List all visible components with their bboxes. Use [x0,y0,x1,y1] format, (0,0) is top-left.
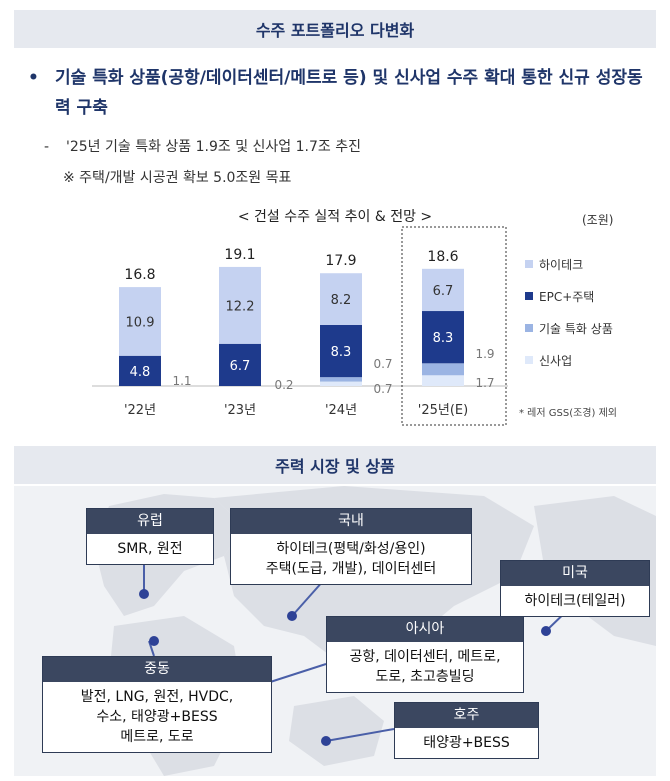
bar-value-label: 4.8 [130,365,151,380]
bar-total-label: 16.8 [124,267,155,283]
region-line: 수소, 태양광+BESS [96,709,218,725]
bar-segment [320,377,362,382]
marker-korea [287,611,297,621]
sub-note: ※ 주택/개발 시공권 확보 5.0조원 목표 [63,170,292,186]
bullet-mark: • [28,68,39,88]
side-value-label: 1.1 [172,374,191,388]
region-body: 하이테크(테일러) [501,586,649,616]
region-line: 공항, 데이터센터, 메트로, [349,649,501,665]
chart-footnote: * 레저 GSS(조경) 제외 [519,408,617,419]
chart-title: < 건설 수주 실적 추이 & 전망 > [237,209,433,225]
bar-segment [219,343,261,386]
region-box-asia: 아시아 공항, 데이터센터, 메트로, 도로, 초고층빌딩 [326,616,524,693]
bar-total-label: 18.6 [427,249,458,265]
bar-segment [119,355,161,386]
section-header-portfolio: 수주 포트폴리오 다변화 [14,10,656,48]
bar-value-label: 12.2 [226,299,255,314]
bar-value-label: 8.3 [331,345,352,360]
legend-item-hitech: 하이테크 [525,248,613,280]
marker-europe [139,589,149,599]
legend-item-newbiz: 신사업 [525,344,613,376]
side-value-label: 1.9 [475,347,494,361]
bar-segment [119,287,161,356]
legend-swatch [525,324,533,332]
sub-dash: - [44,139,50,155]
region-body: 발전, LNG, 원전, HVDC, 수소, 태양광+BESS 메트로, 도로 [43,682,271,752]
side-value-label: 0.2 [274,378,293,392]
legend-swatch [525,356,533,364]
marker-australia [321,736,331,746]
x-tick-label: '25년(E) [418,403,468,418]
order-chart: 4.8 10.9 16.8 '22년 6.7 12.2 19.1 '23년 8.3 8.2 17.9… [92,226,508,426]
region-title: 유럽 [87,509,213,534]
region-line: 주택(도급, 개발), 데이터센터 [265,561,437,577]
legend-label: 기술 특화 상품 [539,321,613,336]
marker-usa [541,626,551,636]
legend-item-epc: EPC+주택 [525,280,613,312]
region-body: SMR, 원전 [87,534,213,564]
connector-korea [291,579,325,617]
region-title: 아시아 [327,617,523,642]
connector-australia [325,728,395,742]
bar-segment [422,363,464,376]
chart-legend: 하이테크 EPC+주택 기술 특화 상품 신사업 [525,248,613,376]
region-body: 공항, 데이터센터, 메트로, 도로, 초고층빌딩 [327,642,523,692]
region-line: 도로, 초고층빌딩 [375,669,475,685]
region-box-australia: 호주 태양광+BESS [394,702,539,759]
world-map: 유럽 SMR, 원전 국내 하이테크(평택/화성/용인) 주택(도급, 개발),… [14,486,656,776]
continent-australia [289,696,384,766]
bar-segment [422,375,464,386]
region-body: 하이테크(평택/화성/용인) 주택(도급, 개발), 데이터센터 [231,534,471,584]
bullet-headline: 기술 특화 상품(공항/데이터센터/메트로 등) 및 신사업 수주 확대 통한 … [55,68,643,118]
chart-unit: (조원) [582,213,614,227]
region-box-mideast: 중동 발전, LNG, 원전, HVDC, 수소, 태양광+BESS 메트로, … [42,656,272,753]
legend-item-tech: 기술 특화 상품 [525,312,613,344]
bar-value-label: 6.7 [433,284,454,299]
region-body: 태양광+BESS [395,728,538,758]
legend-swatch [525,292,533,300]
bar-total-label: 19.1 [224,247,255,263]
region-line: 발전, LNG, 원전, HVDC, [80,689,234,705]
side-value-label: 0.7 [373,382,392,396]
bar-value-label: 8.2 [331,293,352,308]
x-tick-label: '23년 [224,403,256,418]
sub-point-text: '25년 기술 특화 상품 1.9조 및 신사업 1.7조 추진 [66,139,361,155]
region-box-usa: 미국 하이테크(테일러) [500,560,650,617]
side-value-label: 0.7 [373,357,392,371]
legend-label: EPC+주택 [539,289,595,304]
region-line: 하이테크(평택/화성/용인) [276,541,426,557]
bar-value-label: 8.3 [433,331,454,346]
estimate-highlight-frame [401,226,507,426]
section-header-markets: 주력 시장 및 상품 [14,446,656,484]
bar-segment [219,266,261,344]
bar-segment [422,311,464,364]
bar-value-label: 10.9 [126,315,155,330]
region-line: 태양광+BESS [423,735,510,751]
bar-segment [320,273,362,325]
sub-point: - '25년 기술 특화 상품 1.9조 및 신사업 1.7조 추진 [44,136,361,156]
legend-label: 하이테크 [539,257,584,272]
legend-swatch [525,260,533,268]
x-tick-label: '24년 [325,403,357,418]
region-line: 메트로, 도로 [120,729,194,745]
bar-segment [320,381,362,386]
region-line: SMR, 원전 [117,541,183,557]
region-title: 중동 [43,657,271,682]
side-value-label: 1.7 [475,376,494,390]
marker-mideast [149,636,159,646]
legend-label: 신사업 [539,353,573,368]
bar-total-label: 17.9 [325,253,356,269]
bar-segment [320,324,362,378]
connector-asia [263,663,327,685]
x-tick-label: '22년 [124,403,156,418]
region-box-korea: 국내 하이테크(평택/화성/용인) 주택(도급, 개발), 데이터센터 [230,508,472,585]
bar-value-label: 6.7 [230,359,251,374]
region-box-europe: 유럽 SMR, 원전 [86,508,214,565]
region-title: 미국 [501,561,649,586]
region-title: 국내 [231,509,471,534]
bar-segment [422,268,464,312]
region-title: 호주 [395,703,538,728]
region-line: 하이테크(테일러) [524,593,626,609]
